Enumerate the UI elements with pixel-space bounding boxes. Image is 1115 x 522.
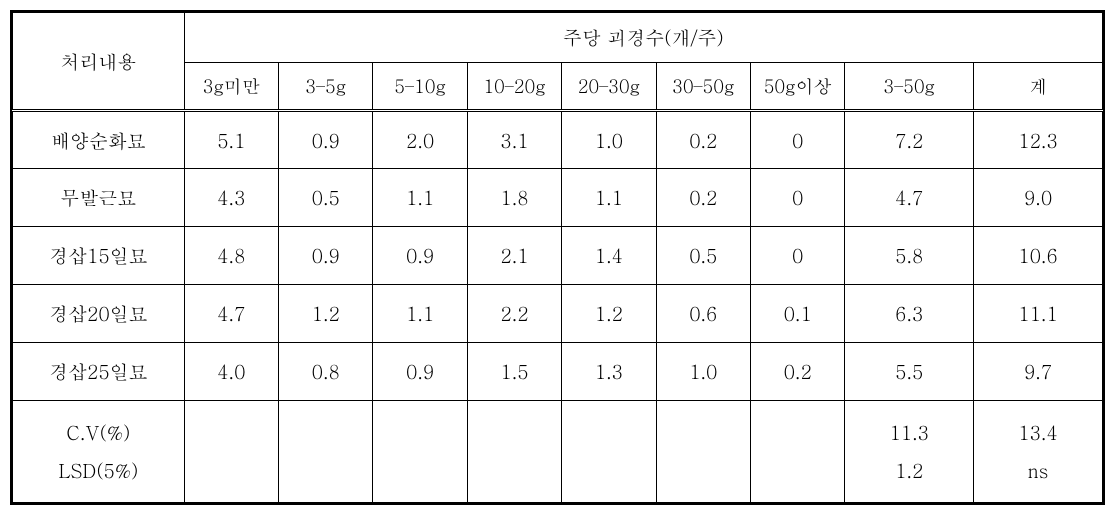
row-label: 배양순화묘 (13, 111, 185, 169)
table-row: 경삽15일묘 4.8 0.9 0.9 2.1 1.4 0.5 0 5.8 10.… (13, 227, 1103, 285)
cell: 0.1 (750, 285, 844, 343)
cell: 4.8 (184, 227, 278, 285)
col-header: 20–30g (562, 63, 656, 111)
stats-col8: 11.3 1.2 (845, 401, 974, 503)
cell: 11.1 (974, 285, 1103, 343)
col-header: 3–5g (279, 63, 373, 111)
col-header: 3–50g (845, 63, 974, 111)
cell-empty (656, 401, 750, 503)
header-group-label: 주당 괴경수(개/주) (184, 13, 1102, 63)
row-label: 무발근묘 (13, 169, 185, 227)
cell: 0.5 (656, 227, 750, 285)
cell: 0.8 (279, 343, 373, 401)
cell: 0.9 (279, 111, 373, 169)
cell: 0 (750, 169, 844, 227)
cell: 1.1 (373, 169, 467, 227)
col-header: 5–10g (373, 63, 467, 111)
header-row-label: 처리내용 (13, 13, 185, 111)
cell: 0 (750, 227, 844, 285)
table-row: 배양순화묘 5.1 0.9 2.0 3.1 1.0 0.2 0 7.2 12.3 (13, 111, 1103, 169)
cell: 1.4 (562, 227, 656, 285)
cell: 0 (750, 111, 844, 169)
col-header: 30–50g (656, 63, 750, 111)
cell: 12.3 (974, 111, 1103, 169)
cell: 0.6 (656, 285, 750, 343)
cell: 0.2 (750, 343, 844, 401)
cell: 1.0 (562, 111, 656, 169)
table-row: 무발근묘 4.3 0.5 1.1 1.8 1.1 0.2 0 4.7 9.0 (13, 169, 1103, 227)
cell: 0.2 (656, 169, 750, 227)
cell: 5.1 (184, 111, 278, 169)
cell: 9.0 (974, 169, 1103, 227)
cell: 4.0 (184, 343, 278, 401)
cell: 1.3 (562, 343, 656, 401)
cell-empty (750, 401, 844, 503)
data-table-container: 처리내용 주당 괴경수(개/주) 3g미만 3–5g 5–10g 10–20g … (10, 10, 1105, 505)
cv-value: 11.3 (845, 414, 973, 452)
cell: 1.1 (562, 169, 656, 227)
cell: 7.2 (845, 111, 974, 169)
cell: 3.1 (467, 111, 561, 169)
cell: 0.9 (373, 227, 467, 285)
table-row: 경삽20일묘 4.7 1.2 1.1 2.2 1.2 0.6 0.1 6.3 1… (13, 285, 1103, 343)
col-header: 3g미만 (184, 63, 278, 111)
stats-col9: 13.4 ns (974, 401, 1103, 503)
cv-label: C.V(%) (13, 414, 184, 452)
col-header: 10–20g (467, 63, 561, 111)
cell: 2.2 (467, 285, 561, 343)
cell: 4.7 (845, 169, 974, 227)
cell-empty (467, 401, 561, 503)
cell: 6.3 (845, 285, 974, 343)
cell: 1.0 (656, 343, 750, 401)
cell: 10.6 (974, 227, 1103, 285)
row-label: 경삽20일묘 (13, 285, 185, 343)
lsd-label: LSD(5%) (13, 452, 184, 490)
table-stats-row: C.V(%) LSD(5%) 11.3 1.2 13.4 ns (13, 401, 1103, 503)
cell: 1.5 (467, 343, 561, 401)
row-label: 경삽15일묘 (13, 227, 185, 285)
cell: 5.5 (845, 343, 974, 401)
col-header: 계 (974, 63, 1103, 111)
cell: 5.8 (845, 227, 974, 285)
cell: 1.2 (562, 285, 656, 343)
row-label: 경삽25일묘 (13, 343, 185, 401)
cell: 4.3 (184, 169, 278, 227)
lsd-value: 1.2 (845, 452, 973, 490)
cell-empty (562, 401, 656, 503)
cell-empty (184, 401, 278, 503)
cell: 2.1 (467, 227, 561, 285)
cell: 1.8 (467, 169, 561, 227)
stats-label: C.V(%) LSD(5%) (13, 401, 185, 503)
cell: 0.2 (656, 111, 750, 169)
cell: 1.2 (279, 285, 373, 343)
cv-value: 13.4 (974, 414, 1102, 452)
cell: 0.9 (279, 227, 373, 285)
lsd-value: ns (974, 452, 1102, 490)
col-header: 50g이상 (750, 63, 844, 111)
cell: 0.9 (373, 343, 467, 401)
cell-empty (279, 401, 373, 503)
cell: 1.1 (373, 285, 467, 343)
cell-empty (373, 401, 467, 503)
table-row: 경삽25일묘 4.0 0.8 0.9 1.5 1.3 1.0 0.2 5.5 9… (13, 343, 1103, 401)
data-table: 처리내용 주당 괴경수(개/주) 3g미만 3–5g 5–10g 10–20g … (12, 12, 1103, 503)
cell: 4.7 (184, 285, 278, 343)
cell: 2.0 (373, 111, 467, 169)
cell: 9.7 (974, 343, 1103, 401)
cell: 0.5 (279, 169, 373, 227)
